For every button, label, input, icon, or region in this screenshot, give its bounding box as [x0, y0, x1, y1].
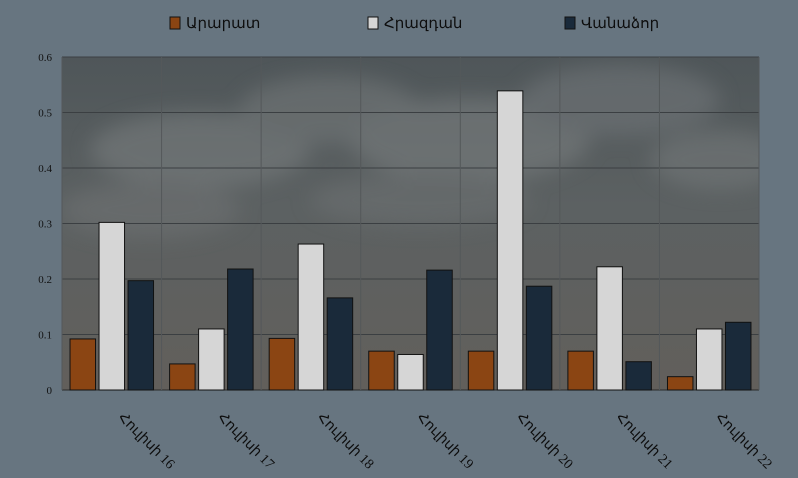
y-tick-label: 0.4	[38, 163, 52, 175]
y-tick-label: 0.6	[38, 52, 52, 64]
y-tick-label: 0.1	[38, 330, 52, 342]
bar	[724, 321, 752, 391]
bar	[127, 280, 155, 391]
x-tick-label: Հուլիսի 20	[513, 410, 575, 472]
bar	[268, 337, 296, 391]
bar	[326, 297, 354, 391]
bar	[69, 338, 97, 391]
y-tick-label: 0	[47, 385, 53, 397]
legend-label: Արարատ	[186, 16, 260, 32]
bar	[567, 350, 594, 391]
legend-swatch	[169, 16, 181, 30]
x-tick-label: Հուլիսի 18	[314, 410, 376, 472]
bar	[426, 269, 453, 391]
legend-label: Վանաձոր	[581, 16, 659, 32]
bar	[98, 221, 126, 391]
legend-label: Հրազդան	[384, 16, 462, 32]
bar	[198, 328, 225, 391]
bar	[625, 361, 652, 391]
x-tick-label: Հուլիսի 17	[215, 410, 277, 472]
bar	[695, 328, 723, 391]
bar	[297, 243, 325, 391]
bar	[368, 350, 395, 391]
y-tick-label: 0.3	[38, 219, 52, 231]
x-tick-label: Հուլիսի 21	[613, 410, 675, 472]
bar	[169, 363, 196, 391]
bar	[397, 353, 424, 391]
bar	[596, 266, 623, 391]
legend: Արարատ Հրազդան Վանաձոր	[169, 16, 659, 32]
y-tick-label: 0.5	[38, 108, 52, 120]
x-tick-label: Հուլիսի 22	[712, 410, 774, 472]
x-tick-label: Հուլիսի 19	[414, 410, 476, 472]
bar	[467, 350, 495, 391]
bar	[666, 376, 694, 391]
bar	[227, 268, 254, 391]
bars-layer	[69, 90, 752, 391]
y-axis: 0 0.1 0.2 0.3 0.4 0.5 0.6	[38, 52, 52, 397]
grid-lines	[61, 56, 760, 391]
legend-swatch	[367, 16, 379, 30]
bar	[525, 285, 553, 391]
legend-swatch	[564, 16, 576, 30]
x-tick-label: Հուլիսի 16	[115, 410, 177, 472]
y-tick-label: 0.2	[38, 274, 52, 286]
x-axis: Հուլիսի 16 Հուլիսի 17 Հուլիսի 18 Հուլիսի 19…	[115, 410, 775, 472]
bar	[496, 90, 524, 391]
